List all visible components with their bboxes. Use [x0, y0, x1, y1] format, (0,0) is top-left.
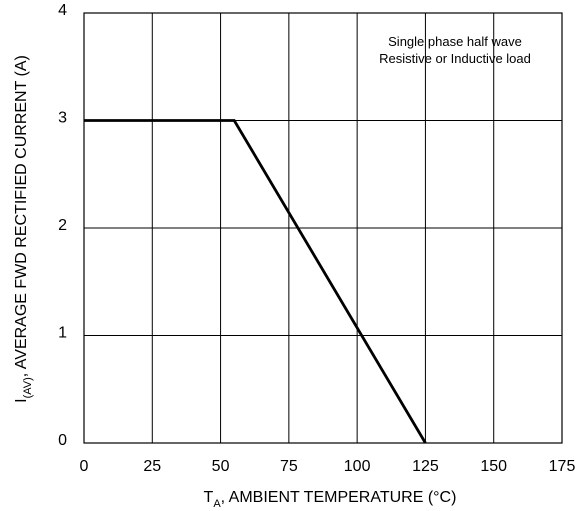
y-axis-title: I(AV), AVERAGE FWD RECTIFIED CURRENT (A) [13, 55, 34, 403]
annotation-line-2: Resistive or Inductive load [379, 51, 531, 66]
x-tick-label: 75 [280, 458, 298, 475]
x-tick-label: 0 [80, 458, 89, 475]
annotation-line-1: Single phase half wave [388, 34, 522, 49]
x-tick-label: 25 [143, 458, 161, 475]
x-tick-labels: 0 25 50 75 100 125 150 175 [80, 458, 576, 475]
x-tick-label: 150 [480, 458, 507, 475]
y-tick-label: 4 [58, 2, 67, 19]
y-tick-labels: 0 1 2 3 4 [58, 2, 67, 449]
grid-lines [83, 12, 563, 444]
x-tick-label: 50 [212, 458, 230, 475]
y-tick-label: 1 [58, 325, 67, 342]
x-tick-label: 100 [344, 458, 371, 475]
y-tick-label: 3 [58, 110, 67, 127]
plot-frame [83, 12, 563, 444]
y-tick-label: 2 [58, 217, 67, 234]
y-tick-label: 0 [58, 432, 67, 449]
x-tick-label: 175 [549, 458, 576, 475]
series-line [84, 119, 427, 444]
x-axis-title: TA, AMBIENT TEMPERATURE (°C) [204, 489, 457, 510]
x-tick-label: 125 [412, 458, 439, 475]
